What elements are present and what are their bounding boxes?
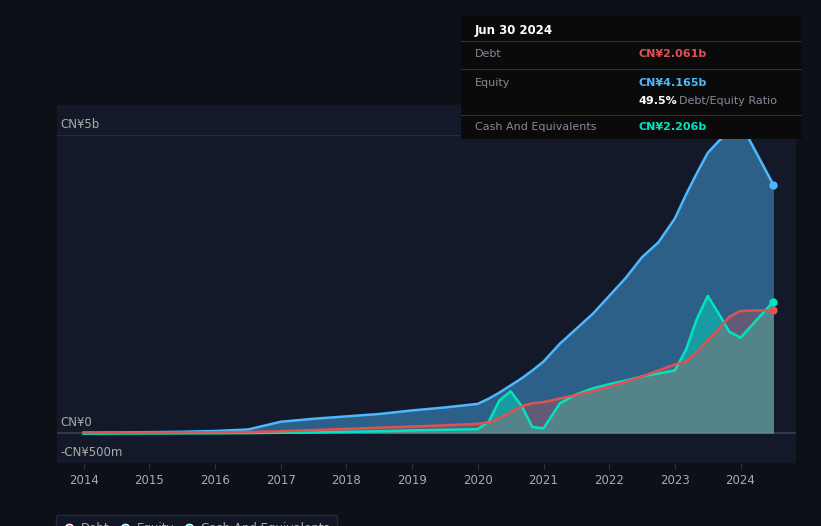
Text: 49.5%: 49.5% — [639, 96, 677, 106]
Text: Jun 30 2024: Jun 30 2024 — [475, 24, 553, 37]
Text: CN¥2.061b: CN¥2.061b — [639, 49, 707, 59]
Text: CN¥0: CN¥0 — [61, 417, 93, 430]
Text: Debt/Equity Ratio: Debt/Equity Ratio — [680, 96, 777, 106]
Legend: Debt, Equity, Cash And Equivalents: Debt, Equity, Cash And Equivalents — [56, 515, 337, 526]
Text: Debt: Debt — [475, 49, 502, 59]
Text: -CN¥500m: -CN¥500m — [61, 446, 123, 459]
Text: CN¥5b: CN¥5b — [61, 118, 100, 132]
Text: Cash And Equivalents: Cash And Equivalents — [475, 122, 597, 132]
Text: Equity: Equity — [475, 78, 511, 88]
Text: CN¥2.206b: CN¥2.206b — [639, 122, 707, 132]
Text: CN¥4.165b: CN¥4.165b — [639, 78, 707, 88]
